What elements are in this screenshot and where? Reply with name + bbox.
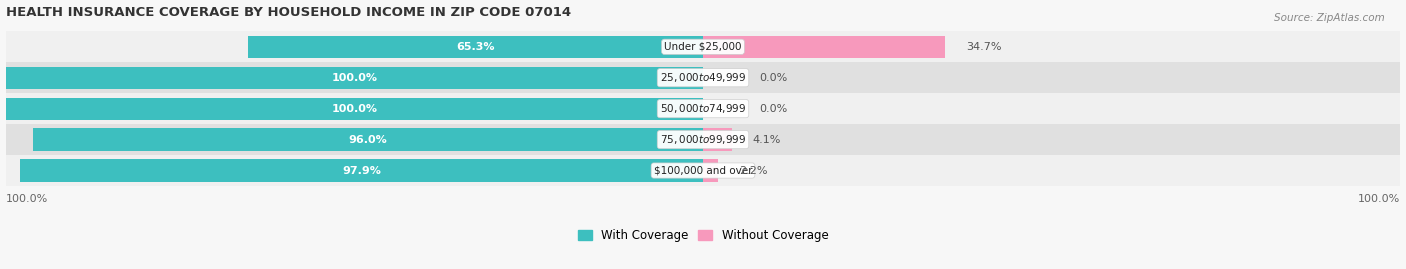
Text: 34.7%: 34.7% bbox=[966, 42, 1001, 52]
Text: 4.1%: 4.1% bbox=[752, 134, 780, 145]
Text: $100,000 and over: $100,000 and over bbox=[654, 165, 752, 176]
Bar bbox=[20, 160, 703, 182]
Bar bbox=[6, 93, 1400, 124]
Text: 0.0%: 0.0% bbox=[759, 73, 787, 83]
Text: 100.0%: 100.0% bbox=[332, 104, 377, 114]
Bar bbox=[703, 129, 731, 151]
Bar bbox=[6, 62, 1400, 93]
Bar bbox=[247, 36, 703, 58]
Bar bbox=[6, 31, 1400, 62]
Text: 100.0%: 100.0% bbox=[332, 73, 377, 83]
Bar bbox=[6, 66, 703, 89]
Bar bbox=[6, 98, 703, 120]
Text: 100.0%: 100.0% bbox=[6, 194, 48, 204]
Text: 100.0%: 100.0% bbox=[1358, 194, 1400, 204]
Text: 96.0%: 96.0% bbox=[349, 134, 388, 145]
Text: HEALTH INSURANCE COVERAGE BY HOUSEHOLD INCOME IN ZIP CODE 07014: HEALTH INSURANCE COVERAGE BY HOUSEHOLD I… bbox=[6, 6, 571, 19]
Text: $75,000 to $99,999: $75,000 to $99,999 bbox=[659, 133, 747, 146]
Bar bbox=[34, 129, 703, 151]
Bar bbox=[6, 155, 1400, 186]
Text: Under $25,000: Under $25,000 bbox=[664, 42, 742, 52]
Text: 65.3%: 65.3% bbox=[456, 42, 495, 52]
Text: 0.0%: 0.0% bbox=[759, 104, 787, 114]
Text: 97.9%: 97.9% bbox=[342, 165, 381, 176]
Text: $25,000 to $49,999: $25,000 to $49,999 bbox=[659, 71, 747, 84]
Text: 2.2%: 2.2% bbox=[740, 165, 768, 176]
Bar bbox=[703, 36, 945, 58]
Bar bbox=[703, 160, 718, 182]
Legend: With Coverage, Without Coverage: With Coverage, Without Coverage bbox=[572, 225, 834, 247]
Text: $50,000 to $74,999: $50,000 to $74,999 bbox=[659, 102, 747, 115]
Bar bbox=[6, 124, 1400, 155]
Text: Source: ZipAtlas.com: Source: ZipAtlas.com bbox=[1274, 13, 1385, 23]
